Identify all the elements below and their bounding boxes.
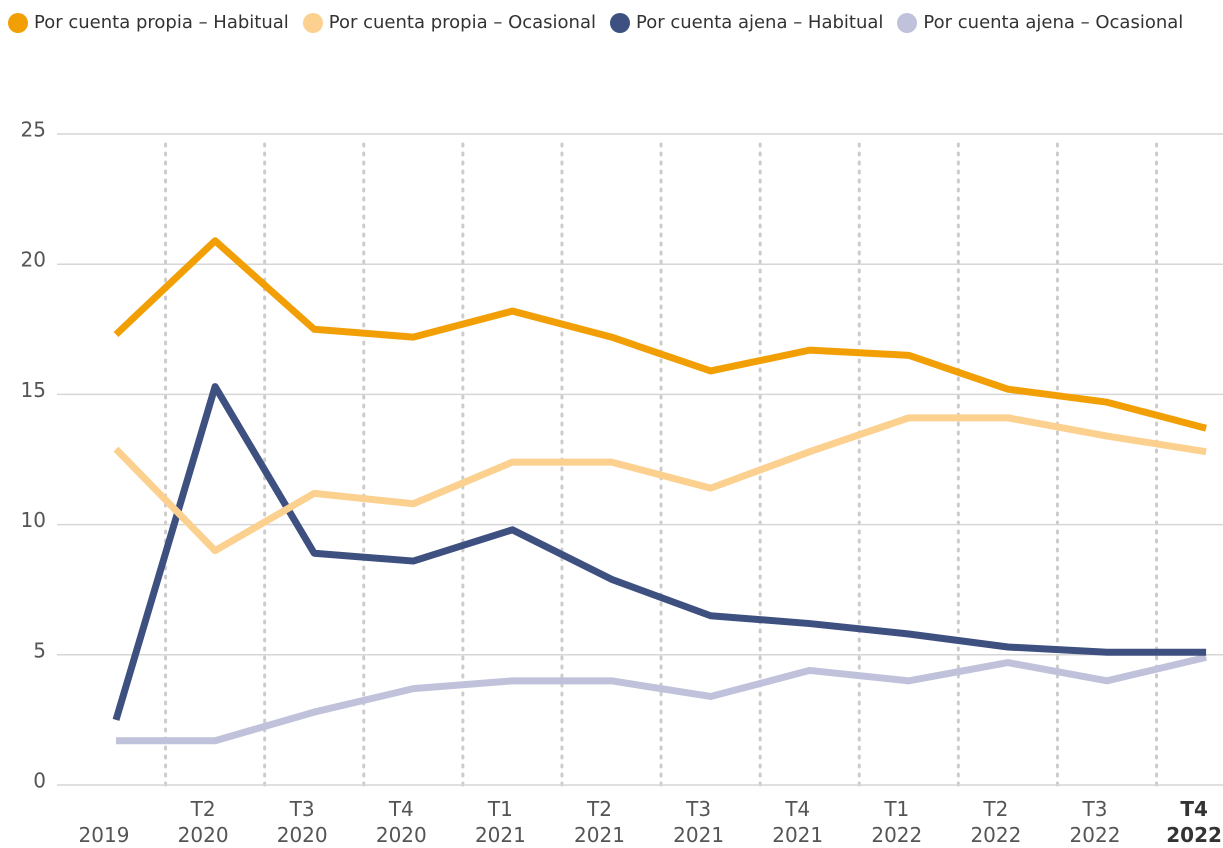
legend: Por cuenta propia – Habitual Por cuenta p…: [8, 12, 1183, 33]
series-line: [112, 383, 1207, 721]
legend-swatch: [610, 12, 630, 33]
y-tick-label: 25: [21, 118, 46, 142]
x-tick-label: T1 2022: [871, 797, 923, 847]
legend-swatch: [302, 12, 323, 33]
y-tick-label: 20: [21, 248, 46, 272]
x-tick-label: T2 2021: [574, 797, 625, 847]
legend-item: Por cuenta propia – Habitual: [8, 12, 289, 33]
series-line: [113, 414, 1207, 555]
x-tick-label: T4 2021: [772, 797, 824, 847]
legend-item: Por cuenta ajena – Ocasional: [897, 12, 1183, 33]
legend-swatch: [897, 12, 918, 33]
series-line: [116, 653, 1207, 745]
legend-label: Por cuenta propia – Habitual: [34, 12, 289, 33]
x-tick-label: T2 2022: [970, 797, 1022, 847]
legend-label: Por cuenta propia – Ocasional: [328, 12, 596, 33]
legend-label: Por cuenta ajena – Ocasional: [923, 12, 1184, 33]
x-tick-label: T4 2020: [375, 797, 427, 847]
x-tick-label: T3 2020: [276, 797, 328, 847]
x-tick-label: T3 2022: [1069, 797, 1121, 847]
y-tick-label: 5: [33, 638, 46, 662]
series-line: [113, 237, 1207, 432]
legend-item: Por cuenta propia – Ocasional: [302, 12, 596, 33]
x-tick-label: T1 2021: [474, 797, 526, 847]
x-tick-label: 2019: [78, 823, 130, 847]
y-tick-label: 0: [33, 769, 46, 793]
x-tick-label: T3 2021: [673, 797, 725, 847]
legend-label: Por cuenta ajena – Habitual: [636, 12, 884, 33]
legend-item: Por cuenta ajena – Habitual: [610, 12, 883, 33]
y-tick-label: 10: [21, 508, 46, 532]
y-tick-label: 15: [21, 378, 46, 402]
x-tick-label: T2 2020: [177, 797, 229, 847]
legend-swatch: [8, 12, 28, 33]
x-tick-label: T4 2022: [1166, 797, 1222, 847]
